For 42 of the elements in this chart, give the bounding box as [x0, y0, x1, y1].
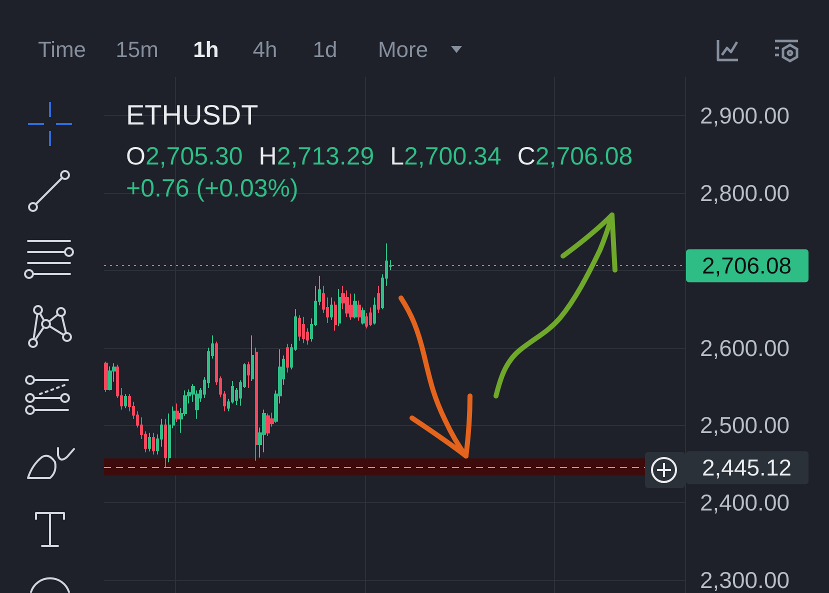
candlestick [164, 418, 167, 468]
y-tick-label: 2,600.00 [700, 334, 790, 361]
candlestick [247, 361, 250, 388]
candlestick [345, 290, 349, 318]
y-tick-label: 2,400.00 [700, 489, 790, 516]
text: 1h [193, 37, 219, 63]
candlestick [377, 285, 380, 314]
candlestick [298, 314, 301, 342]
candlestick [251, 334, 254, 382]
candlestick [124, 394, 127, 409]
text: 15m [116, 37, 158, 63]
text: Time [38, 37, 86, 63]
annotation: +0.76 (+0.03%) [126, 174, 298, 202]
candlestick [148, 432, 151, 452]
candlestick [104, 361, 108, 392]
candlestick [338, 288, 341, 327]
candlestick [152, 432, 155, 456]
candlestick [286, 343, 289, 374]
candlestick [357, 300, 361, 322]
candlestick [302, 316, 305, 344]
y-tick-label: 2,900.00 [700, 102, 790, 129]
candlestick [349, 293, 353, 320]
text: ETHUSDT [126, 100, 258, 130]
text: More [378, 37, 428, 63]
candlestick [353, 293, 357, 319]
candlestick [175, 402, 179, 423]
text: 4h [252, 37, 278, 63]
text: 1d [312, 37, 338, 63]
candlestick [330, 296, 333, 320]
candlestick [334, 300, 337, 332]
y-tick-label: 2,800.00 [700, 180, 790, 206]
candlestick [108, 366, 112, 391]
candlestick [266, 413, 270, 436]
candlestick [255, 347, 258, 462]
candlestick [369, 307, 372, 327]
y-tick-label: 2,300.00 [700, 566, 790, 593]
ref-line-label: 2,706.08 [702, 252, 792, 279]
ref-line-label: 2,445.12 [702, 454, 792, 481]
candlestick [373, 296, 376, 326]
y-tick-label: 2,500.00 [700, 412, 790, 438]
candlestick [361, 307, 365, 326]
text: O2,705.30 H2,713.29 L2,700.34 C2,706.08 [126, 142, 633, 170]
